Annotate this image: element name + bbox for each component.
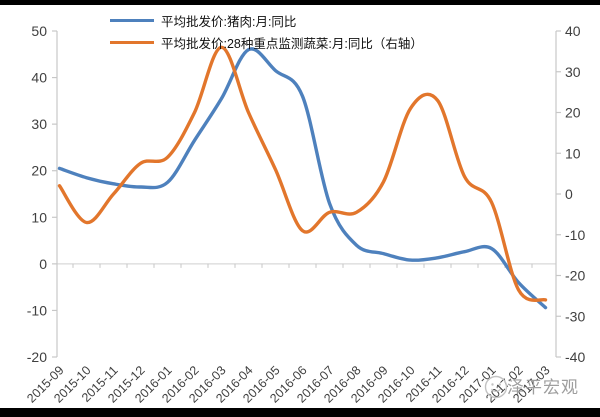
watermark: 泽平宏观 (484, 375, 579, 399)
left-axis-tick-label: 50 (31, 23, 47, 39)
left-axis-tick-label: 30 (31, 116, 47, 132)
right-axis-tick-label: 30 (565, 64, 581, 80)
right-axis-tick-label: -30 (565, 308, 585, 324)
right-axis-tick-label: 20 (565, 105, 581, 121)
left-axis-tick-label: 20 (31, 163, 47, 179)
right-axis-tick-label: 40 (565, 23, 581, 39)
legend-item-vegetables: 平均批发价:28种重点监测蔬菜:月:同比（右轴） (110, 31, 423, 53)
pork-line-swatch (110, 18, 154, 22)
legend-item-pork: 平均批发价:猪肉:月:同比 (110, 9, 423, 31)
chart-legend: 平均批发价:猪肉:月:同比 平均批发价:28种重点监测蔬菜:月:同比（右轴） (110, 9, 423, 53)
right-axis-tick-label: -20 (565, 268, 585, 284)
left-axis-tick-label: -20 (27, 349, 47, 365)
left-axis-tick-label: 0 (39, 256, 47, 272)
watermark-logo-icon (484, 375, 508, 399)
right-axis-tick-label: 0 (565, 186, 573, 202)
watermark-text: 泽平宏观 (507, 378, 579, 397)
right-axis-tick-label: -40 (565, 349, 585, 365)
right-axis-tick-label: -10 (565, 227, 585, 243)
x-axis-category-labels: 2015-092015-102015-112015-122016-012016-… (24, 363, 552, 405)
right-axis-tick-label: 10 (565, 145, 581, 161)
series-line-vegetables (57, 45, 548, 303)
vegetables-line-swatch (110, 40, 154, 44)
legend-label-pork: 平均批发价:猪肉:月:同比 (161, 14, 297, 29)
left-axis-tick-label: 40 (31, 70, 47, 86)
y-axis-left: 50 40 30 20 10 0 -10 -20 (27, 23, 58, 365)
series-line-pork (57, 47, 548, 310)
y-axis-right: 40 30 20 10 0 -10 -20 -30 -40 (555, 23, 585, 365)
bottom-border-bar (0, 408, 600, 417)
left-axis-tick-label: -10 (27, 302, 47, 318)
left-axis-tick-label: 10 (31, 209, 47, 225)
legend-label-vegetables: 平均批发价:28种重点监测蔬菜:月:同比（右轴） (161, 36, 423, 51)
top-border-bar (0, 0, 600, 5)
